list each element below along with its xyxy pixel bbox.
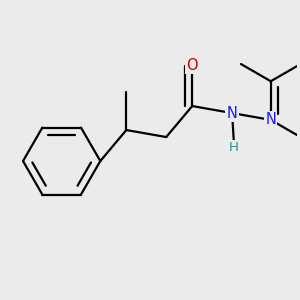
Text: H: H (229, 141, 239, 154)
Text: N: N (227, 106, 238, 121)
Text: O: O (186, 58, 198, 73)
Text: N: N (265, 112, 276, 128)
